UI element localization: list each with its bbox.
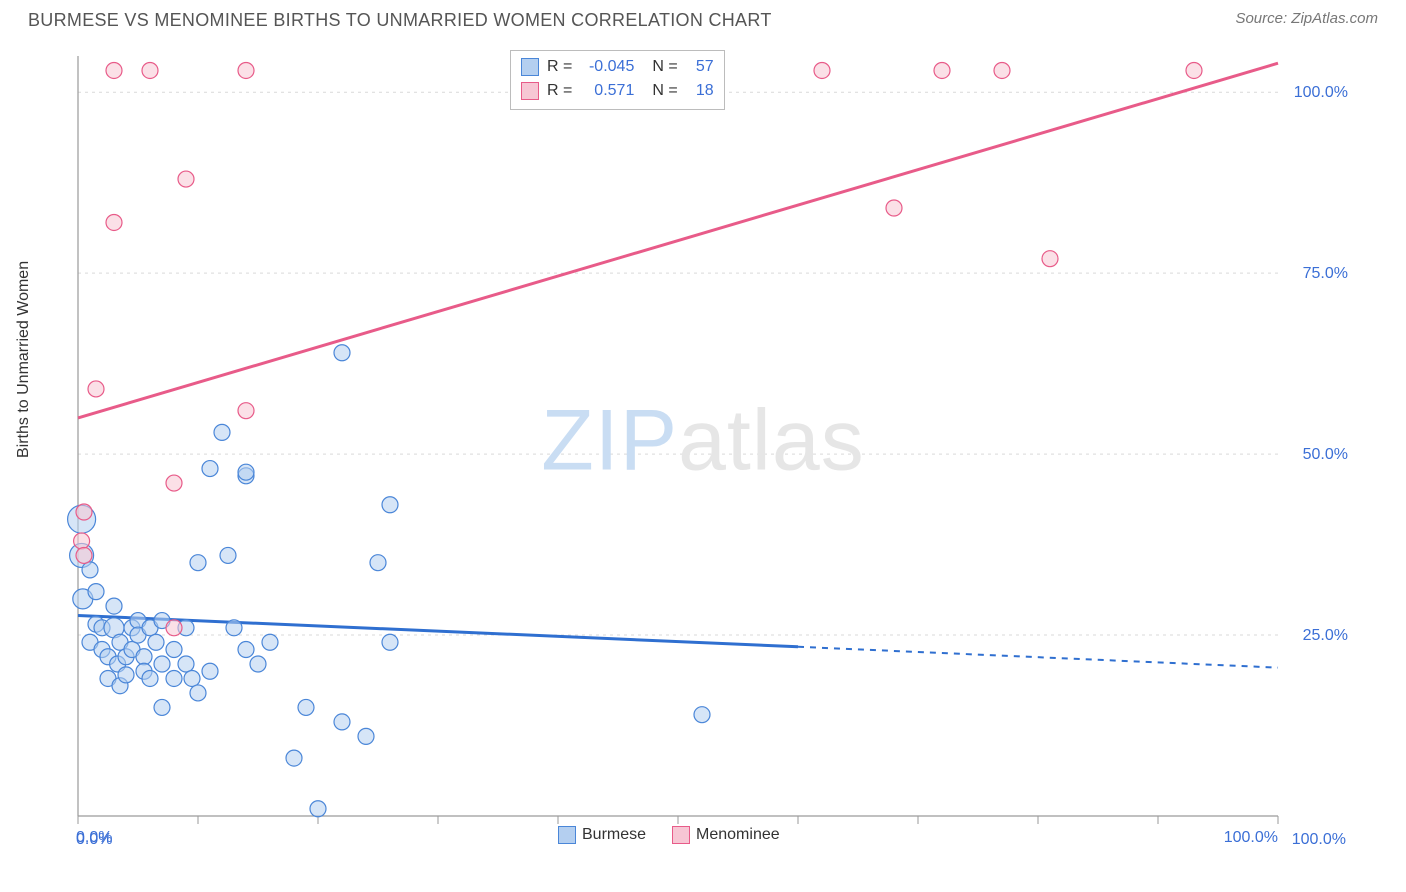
legend-item: Burmese (558, 826, 646, 844)
stats-swatch (521, 58, 539, 76)
stats-n-label: N = (652, 79, 677, 103)
stats-row: R = -0.045 N = 57 (521, 55, 714, 79)
stats-box: R = -0.045 N = 57 R = 0.571 N = 18 (510, 50, 725, 110)
stats-r-value: -0.045 (580, 55, 634, 79)
svg-text:0.0%: 0.0% (76, 831, 112, 848)
stats-n-value: 18 (686, 79, 714, 103)
chart-area: Births to Unmarried Women ZIPatlas 25.0%… (28, 44, 1378, 872)
svg-text:25.0%: 25.0% (1303, 627, 1348, 644)
chart-title: BURMESE VS MENOMINEE BIRTHS TO UNMARRIED… (28, 10, 772, 31)
legend-label: Menominee (696, 826, 780, 843)
svg-text:50.0%: 50.0% (1303, 446, 1348, 463)
stats-r-label: R = (547, 79, 572, 103)
legend-label: Burmese (582, 826, 646, 843)
scatter-chart: 25.0%50.0%75.0%100.0%0.0%100.0%0.0%100.0… (28, 44, 1378, 872)
stats-r-value: 0.571 (580, 79, 634, 103)
stats-swatch (521, 82, 539, 100)
stats-n-value: 57 (686, 55, 714, 79)
legend-swatch (558, 826, 576, 844)
svg-text:75.0%: 75.0% (1303, 265, 1348, 282)
legend-swatch (672, 826, 690, 844)
y-axis-label: Births to Unmarried Women (15, 261, 33, 458)
stats-r-label: R = (547, 55, 572, 79)
svg-text:100.0%: 100.0% (1292, 831, 1346, 848)
svg-text:100.0%: 100.0% (1224, 829, 1278, 846)
stats-n-label: N = (652, 55, 677, 79)
svg-text:100.0%: 100.0% (1294, 84, 1348, 101)
stats-row: R = 0.571 N = 18 (521, 79, 714, 103)
source-label: Source: ZipAtlas.com (1235, 10, 1378, 27)
legend: Burmese Menominee (558, 826, 780, 844)
legend-item: Menominee (672, 826, 780, 844)
